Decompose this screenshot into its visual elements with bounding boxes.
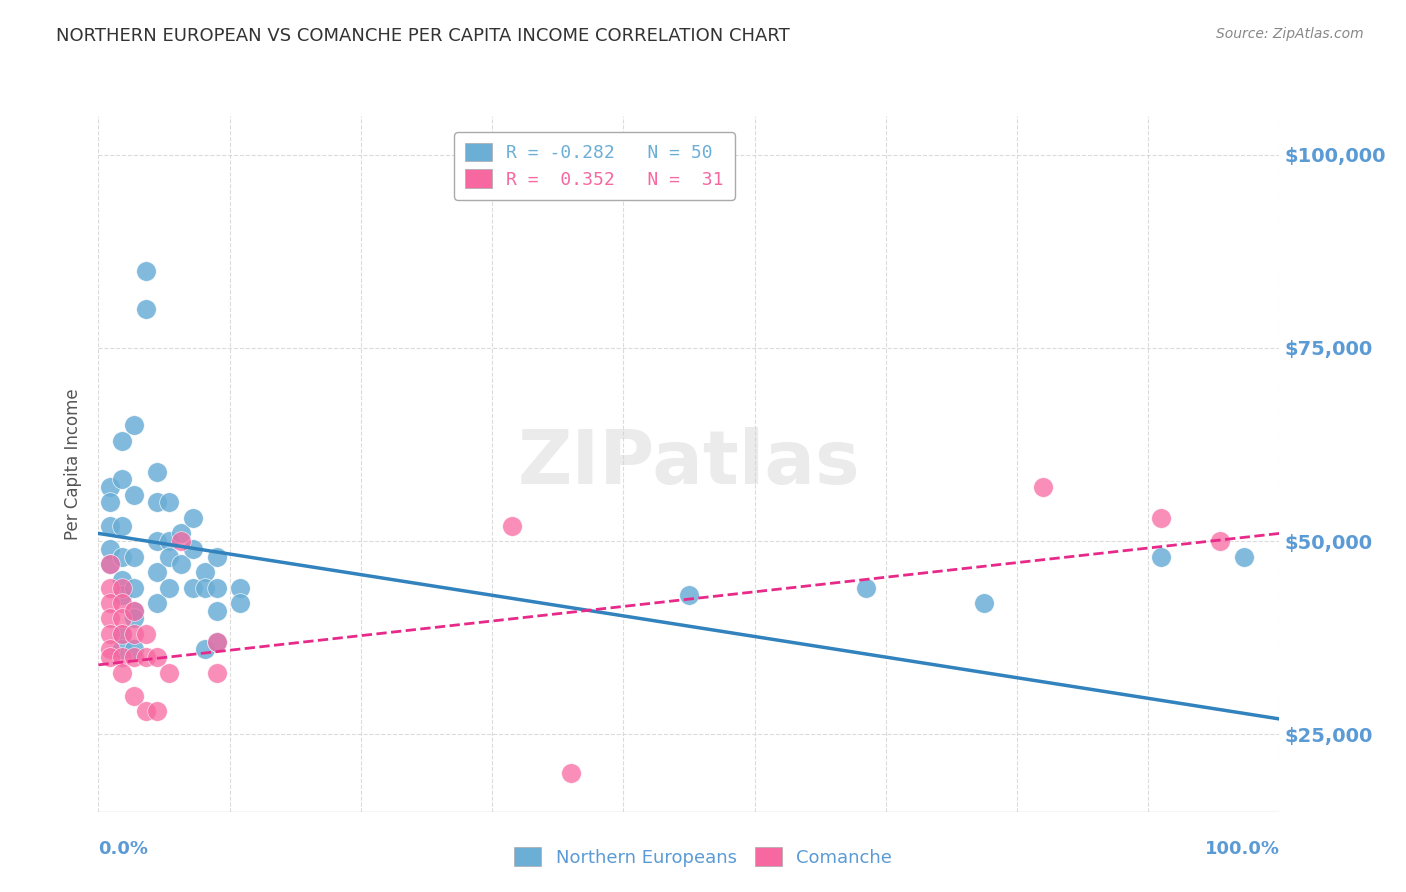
Point [157,495,180,509]
Y-axis label: Per Capita Income: Per Capita Income [65,388,83,540]
Point [122,418,145,433]
Point [98,596,121,610]
Point [111,434,134,448]
Point [157,581,180,595]
Point [111,627,134,641]
Point [1150,549,1173,564]
Point [122,604,145,618]
Point [194,642,217,657]
Point [146,596,169,610]
Point [157,534,180,549]
Point [122,549,145,564]
Point [111,650,134,665]
Point [146,534,169,549]
Text: 100.0%: 100.0% [1205,839,1279,857]
Point [111,581,134,595]
Point [678,588,700,602]
Point [157,665,180,680]
Point [170,526,193,541]
Point [122,642,145,657]
Point [181,581,204,595]
Point [135,650,157,665]
Point [111,642,134,657]
Point [111,549,134,564]
Legend: Northern Europeans, Comanche: Northern Europeans, Comanche [506,840,900,874]
Point [973,596,995,610]
Point [122,627,145,641]
Point [135,302,157,317]
Point [205,604,228,618]
Point [122,611,145,625]
Point [560,766,582,780]
Point [229,596,252,610]
Point [98,518,121,533]
Point [98,581,121,595]
Point [122,650,145,665]
Legend: R = -0.282   N = 50, R =  0.352   N =  31: R = -0.282 N = 50, R = 0.352 N = 31 [454,132,735,200]
Point [98,558,121,572]
Point [98,627,121,641]
Point [122,581,145,595]
Point [205,581,228,595]
Point [1209,534,1232,549]
Point [111,611,134,625]
Point [111,518,134,533]
Point [205,665,228,680]
Point [205,634,228,648]
Point [146,650,169,665]
Point [170,558,193,572]
Point [170,534,193,549]
Point [146,704,169,718]
Point [194,581,217,595]
Point [111,665,134,680]
Point [122,689,145,703]
Point [146,465,169,479]
Point [855,581,877,595]
Point [181,541,204,556]
Text: NORTHERN EUROPEAN VS COMANCHE PER CAPITA INCOME CORRELATION CHART: NORTHERN EUROPEAN VS COMANCHE PER CAPITA… [56,27,790,45]
Point [157,549,180,564]
Point [135,627,157,641]
Point [111,596,134,610]
Point [1233,549,1256,564]
Point [194,565,217,579]
Text: 0.0%: 0.0% [98,839,149,857]
Point [98,642,121,657]
Point [146,495,169,509]
Point [122,604,145,618]
Point [98,495,121,509]
Point [181,511,204,525]
Point [98,558,121,572]
Point [98,650,121,665]
Point [229,581,252,595]
Text: ZIPatlas: ZIPatlas [517,427,860,500]
Point [501,518,523,533]
Point [135,263,157,277]
Point [1032,480,1054,494]
Point [205,634,228,648]
Point [135,704,157,718]
Point [1150,511,1173,525]
Point [98,541,121,556]
Point [111,588,134,602]
Point [122,488,145,502]
Point [111,472,134,486]
Text: Source: ZipAtlas.com: Source: ZipAtlas.com [1216,27,1364,41]
Point [205,549,228,564]
Point [111,627,134,641]
Point [98,611,121,625]
Point [146,565,169,579]
Point [111,573,134,587]
Point [98,480,121,494]
